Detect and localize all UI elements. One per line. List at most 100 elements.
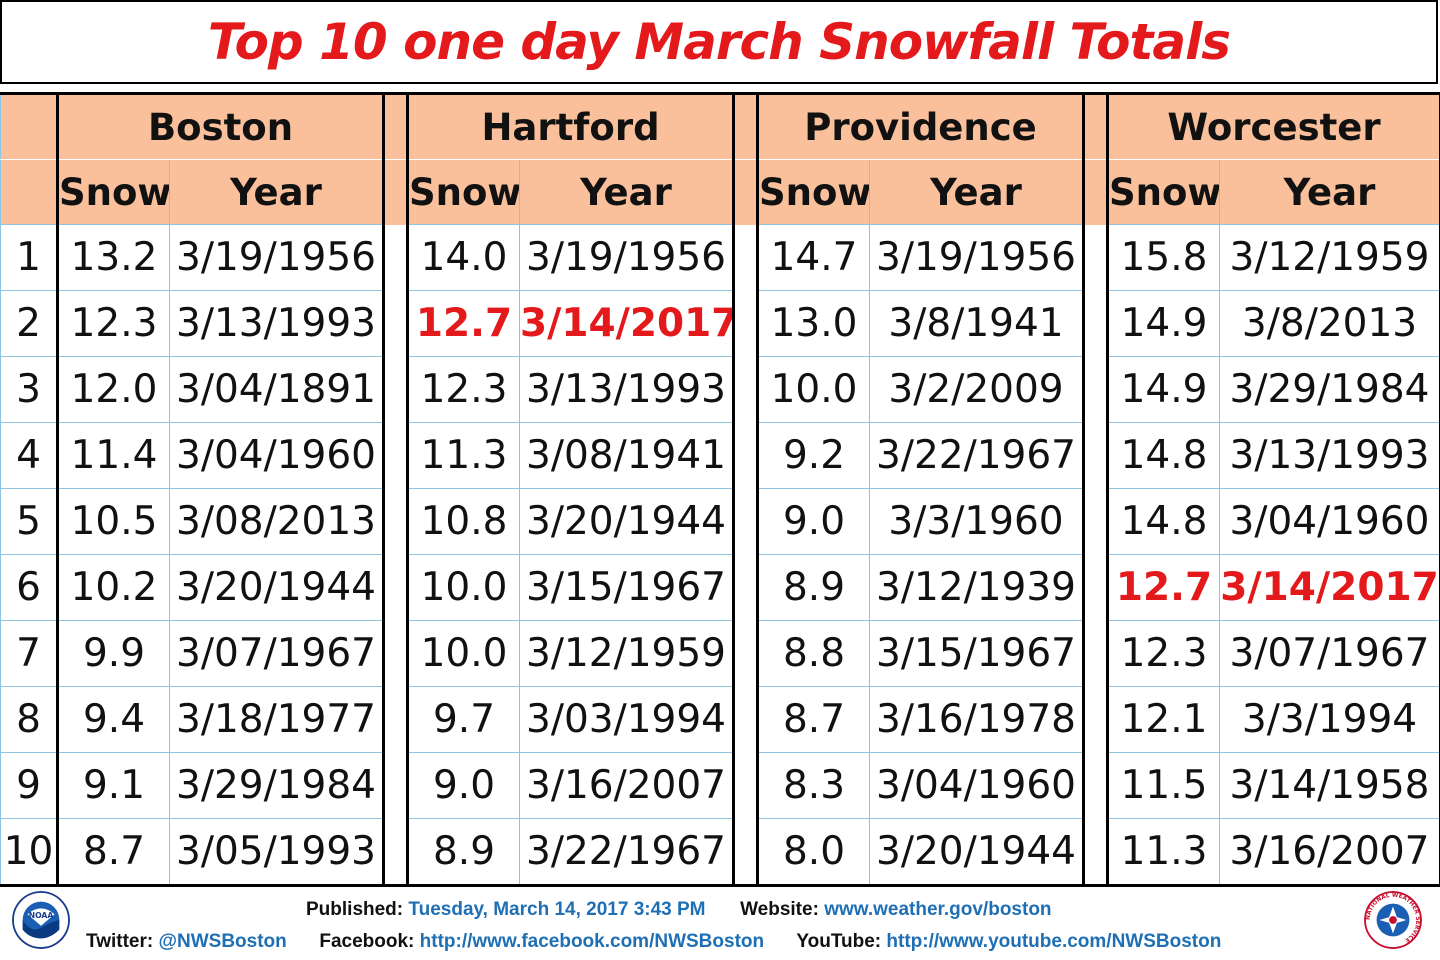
rank-cell: 5: [0, 488, 59, 555]
year-cell: 3/19/1956: [868, 224, 1086, 291]
title-banner: Top 10 one day March Snowfall Totals: [0, 0, 1438, 84]
year-cell: 3/20/1944: [519, 488, 735, 555]
snow-cell: 12.3: [1106, 620, 1221, 687]
year-header: Year: [868, 159, 1086, 225]
column-gap: [1082, 818, 1110, 887]
snow-cell: 9.2: [756, 422, 870, 489]
noaa-logo-icon: NOAA: [12, 891, 70, 949]
snow-cell: 14.0: [406, 224, 520, 291]
year-header: Year: [1219, 159, 1440, 225]
year-cell: 3/04/1960: [868, 752, 1086, 819]
rank-cell: 7: [0, 620, 59, 687]
snow-cell: 8.9: [756, 554, 870, 621]
facebook-link[interactable]: http://www.facebook.com/NWSBoston: [419, 931, 765, 952]
snow-cell: 14.8: [1106, 488, 1221, 555]
youtube-link[interactable]: http://www.youtube.com/NWSBoston: [886, 931, 1222, 952]
footer-line-2: Twitter: @NWSBoston Facebook: http://www…: [86, 931, 1221, 953]
column-gap: [732, 818, 759, 887]
column-gap: [1082, 224, 1110, 291]
column-gap: [732, 290, 759, 357]
snow-cell: 8.7: [56, 818, 170, 887]
column-gap: [1082, 356, 1110, 423]
facebook-label: Facebook:: [319, 931, 415, 952]
snow-cell: 9.0: [756, 488, 870, 555]
nws-logo-icon: NATIONAL WEATHER SERVICE: [1364, 891, 1422, 949]
snow-cell: 11.3: [406, 422, 520, 489]
year-cell: 3/19/1956: [169, 224, 385, 291]
column-gap: [1082, 488, 1110, 555]
column-gap: [1082, 422, 1110, 489]
table-row: 6 10.2 3/20/1944 10.0 3/15/1967 8.9 3/12/1939 1…: [0, 554, 1440, 621]
column-gap: [1082, 92, 1110, 160]
column-gap: [732, 488, 759, 555]
column-gap: [382, 818, 409, 887]
column-gap: [732, 159, 759, 225]
year-cell: 3/8/2013: [1219, 290, 1440, 357]
column-gap: [732, 224, 759, 291]
published-value: Tuesday, March 14, 2017 3:43 PM: [408, 899, 706, 920]
column-gap: [732, 620, 759, 687]
year-cell: 3/05/1993: [169, 818, 385, 887]
year-cell: 3/22/1967: [519, 818, 735, 887]
footer: NOAA Published: Tuesday, March 14, 2017 …: [0, 884, 1440, 960]
snow-cell: 8.3: [756, 752, 870, 819]
column-gap: [732, 554, 759, 621]
snow-cell: 15.8: [1106, 224, 1221, 291]
snow-cell: 9.7: [406, 686, 520, 753]
snow-header: Snow: [406, 159, 520, 225]
year-cell: 3/04/1960: [1219, 488, 1440, 555]
year-cell: 3/14/2017: [1219, 554, 1440, 621]
year-cell: 3/19/1956: [519, 224, 735, 291]
snow-cell: 11.5: [1106, 752, 1221, 819]
rank-cell: 1: [0, 224, 59, 291]
noaa-logo-text: NOAA: [29, 911, 54, 920]
website-label: Website:: [740, 899, 819, 920]
year-cell: 3/03/1994: [519, 686, 735, 753]
year-cell: 3/16/2007: [1219, 818, 1440, 887]
twitter-link[interactable]: @NWSBoston: [158, 931, 287, 952]
year-cell: 3/15/1967: [868, 620, 1086, 687]
year-cell: 3/13/1993: [519, 356, 735, 423]
year-cell: 3/3/1994: [1219, 686, 1440, 753]
rank-header-blank: [0, 92, 59, 160]
column-gap: [382, 159, 409, 225]
column-gap: [382, 686, 409, 753]
snow-cell: 14.8: [1106, 422, 1221, 489]
rank-cell: 9: [0, 752, 59, 819]
snow-header: Snow: [756, 159, 870, 225]
column-gap: [1082, 290, 1110, 357]
table-row: 3 12.0 3/04/1891 12.3 3/13/1993 10.0 3/2/2009 1…: [0, 356, 1440, 423]
column-gap: [1082, 159, 1110, 225]
year-cell: 3/20/1944: [169, 554, 385, 621]
column-gap: [732, 686, 759, 753]
column-header-row: Snow Year Snow Year Snow Year Snow Year: [0, 159, 1440, 225]
column-gap: [732, 356, 759, 423]
year-cell: 3/22/1967: [868, 422, 1086, 489]
snow-cell: 14.9: [1106, 290, 1221, 357]
year-cell: 3/16/1978: [868, 686, 1086, 753]
column-gap: [382, 356, 409, 423]
table-row: 8 9.4 3/18/1977 9.7 3/03/1994 8.7 3/16/1978 12.…: [0, 686, 1440, 753]
snow-cell: 11.4: [56, 422, 170, 489]
year-cell: 3/12/1959: [519, 620, 735, 687]
column-gap: [732, 92, 759, 160]
table-row: 1 13.2 3/19/1956 14.0 3/19/1956 14.7 3/19/1956…: [0, 224, 1440, 291]
year-cell: 3/08/1941: [519, 422, 735, 489]
snow-cell: 9.1: [56, 752, 170, 819]
snow-cell: 9.0: [406, 752, 520, 819]
rank-cell: 2: [0, 290, 59, 357]
snow-cell: 13.2: [56, 224, 170, 291]
website-link[interactable]: www.weather.gov/boston: [824, 899, 1052, 920]
rank-cell: 3: [0, 356, 59, 423]
table-row: 9 9.1 3/29/1984 9.0 3/16/2007 8.3 3/04/1960 11.…: [0, 752, 1440, 819]
published-label: Published:: [306, 899, 404, 920]
snow-cell: 10.8: [406, 488, 520, 555]
year-cell: 3/12/1939: [868, 554, 1086, 621]
city-header-boston: Boston: [56, 92, 385, 160]
city-header-hartford: Hartford: [406, 92, 735, 160]
city-header-providence: Providence: [755, 92, 1086, 160]
snow-cell: 12.7: [1106, 554, 1221, 621]
column-gap: [382, 554, 409, 621]
snow-header: Snow: [1106, 159, 1221, 225]
snow-cell: 12.3: [406, 356, 520, 423]
